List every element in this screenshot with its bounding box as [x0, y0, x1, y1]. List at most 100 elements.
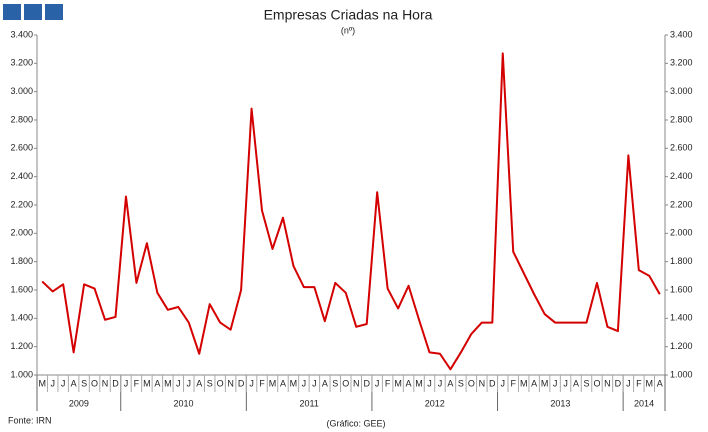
x-tick-label: N — [479, 378, 486, 388]
x-tick-label: J — [501, 378, 506, 388]
y-tick-label: 2.600 — [10, 143, 33, 153]
x-tick-label: J — [61, 378, 66, 388]
y-tick-label: 2.600 — [670, 143, 693, 153]
x-tick-label: A — [406, 378, 412, 388]
x-tick-label: J — [563, 378, 568, 388]
x-tick-label: A — [71, 378, 77, 388]
chart-title: Empresas Criadas na Hora — [264, 7, 433, 23]
x-tick-label: D — [238, 378, 245, 388]
x-tick-label: D — [615, 378, 622, 388]
x-tick-label: M — [394, 378, 402, 388]
x-tick-label: M — [269, 378, 277, 388]
year-label: 2009 — [69, 398, 89, 408]
y-tick-label: 3.000 — [670, 86, 693, 96]
year-label: 2011 — [299, 398, 318, 408]
y-tick-label: 2.400 — [10, 171, 33, 181]
x-tick-label: D — [489, 378, 496, 388]
x-tick-label: F — [259, 378, 265, 388]
x-tick-label: N — [227, 378, 234, 388]
x-tick-label: A — [154, 378, 160, 388]
x-tick-label: D — [112, 378, 119, 388]
x-tick-label: A — [531, 378, 537, 388]
y-tick-label: 1.200 — [10, 341, 33, 351]
x-tick-label: M — [38, 378, 46, 388]
x-tick-label: M — [415, 378, 423, 388]
x-tick-label: O — [217, 378, 224, 388]
year-label: 2010 — [174, 398, 194, 408]
year-label: 2014 — [634, 398, 654, 408]
x-tick-label: F — [510, 378, 516, 388]
y-tick-label: 3.000 — [10, 86, 33, 96]
y-tick-label: 2.000 — [670, 228, 693, 238]
y-tick-label: 2.800 — [10, 114, 33, 124]
x-tick-label: J — [50, 378, 55, 388]
y-tick-label: 3.200 — [10, 58, 33, 68]
x-tick-label: J — [427, 378, 432, 388]
x-tick-label: N — [353, 378, 360, 388]
x-tick-label: S — [458, 378, 464, 388]
y-tick-label: 3.400 — [670, 29, 693, 39]
x-tick-label: F — [636, 378, 642, 388]
x-tick-label: D — [363, 378, 370, 388]
x-tick-label: J — [626, 378, 631, 388]
x-tick-label: S — [583, 378, 589, 388]
source: Fonte: IRN — [8, 415, 52, 425]
x-tick-label: N — [102, 378, 109, 388]
y-tick-label: 2.800 — [670, 114, 693, 124]
x-tick-label: J — [438, 378, 443, 388]
y-tick-label: 1.600 — [670, 284, 693, 294]
x-tick-label: A — [280, 378, 286, 388]
x-tick-label: O — [468, 378, 475, 388]
y-tick-label: 1.400 — [10, 313, 33, 323]
x-tick-label: J — [553, 378, 558, 388]
x-tick-label: A — [657, 378, 663, 388]
chart-subtitle: (nº) — [341, 25, 355, 35]
x-tick-label: J — [124, 378, 129, 388]
x-tick-label: A — [322, 378, 328, 388]
x-tick-label: A — [196, 378, 202, 388]
x-tick-label: J — [187, 378, 192, 388]
x-tick-label: A — [447, 378, 453, 388]
x-tick-label: A — [573, 378, 579, 388]
y-tick-label: 1.000 — [10, 369, 33, 379]
series-line — [41, 52, 661, 371]
x-tick-label: S — [207, 378, 213, 388]
x-tick-label: M — [520, 378, 528, 388]
y-tick-label: 1.000 — [670, 369, 693, 379]
x-tick-label: S — [332, 378, 338, 388]
icon[interactable] — [3, 4, 21, 20]
x-tick-label: F — [385, 378, 391, 388]
y-tick-label: 1.400 — [670, 313, 693, 323]
y-tick-label: 3.400 — [10, 29, 33, 39]
x-tick-label: M — [541, 378, 549, 388]
icon[interactable] — [24, 4, 42, 20]
x-tick-label: N — [604, 378, 611, 388]
y-tick-label: 1.800 — [10, 256, 33, 266]
y-tick-label: 1.600 — [10, 284, 33, 294]
x-tick-label: S — [81, 378, 87, 388]
icon[interactable] — [45, 4, 63, 20]
y-tick-label: 2.000 — [10, 228, 33, 238]
x-tick-label: O — [91, 378, 98, 388]
y-tick-label: 2.200 — [10, 199, 33, 209]
x-tick-label: M — [143, 378, 151, 388]
year-label: 2012 — [425, 398, 445, 408]
y-tick-label: 1.800 — [670, 256, 693, 266]
x-tick-label: J — [375, 378, 380, 388]
x-tick-label: J — [249, 378, 254, 388]
x-tick-label: O — [342, 378, 349, 388]
y-tick-label: 2.200 — [670, 199, 693, 209]
x-tick-label: M — [646, 378, 654, 388]
y-tick-label: 2.400 — [670, 171, 693, 181]
x-tick-label: F — [134, 378, 140, 388]
x-tick-label: J — [302, 378, 307, 388]
y-tick-label: 3.200 — [670, 58, 693, 68]
x-tick-label: J — [176, 378, 181, 388]
x-tick-label: M — [290, 378, 298, 388]
year-label: 2013 — [550, 398, 570, 408]
x-tick-label: J — [312, 378, 317, 388]
x-tick-label: O — [593, 378, 600, 388]
note: (Gráfico: GEE) — [326, 418, 385, 428]
x-tick-label: M — [164, 378, 172, 388]
